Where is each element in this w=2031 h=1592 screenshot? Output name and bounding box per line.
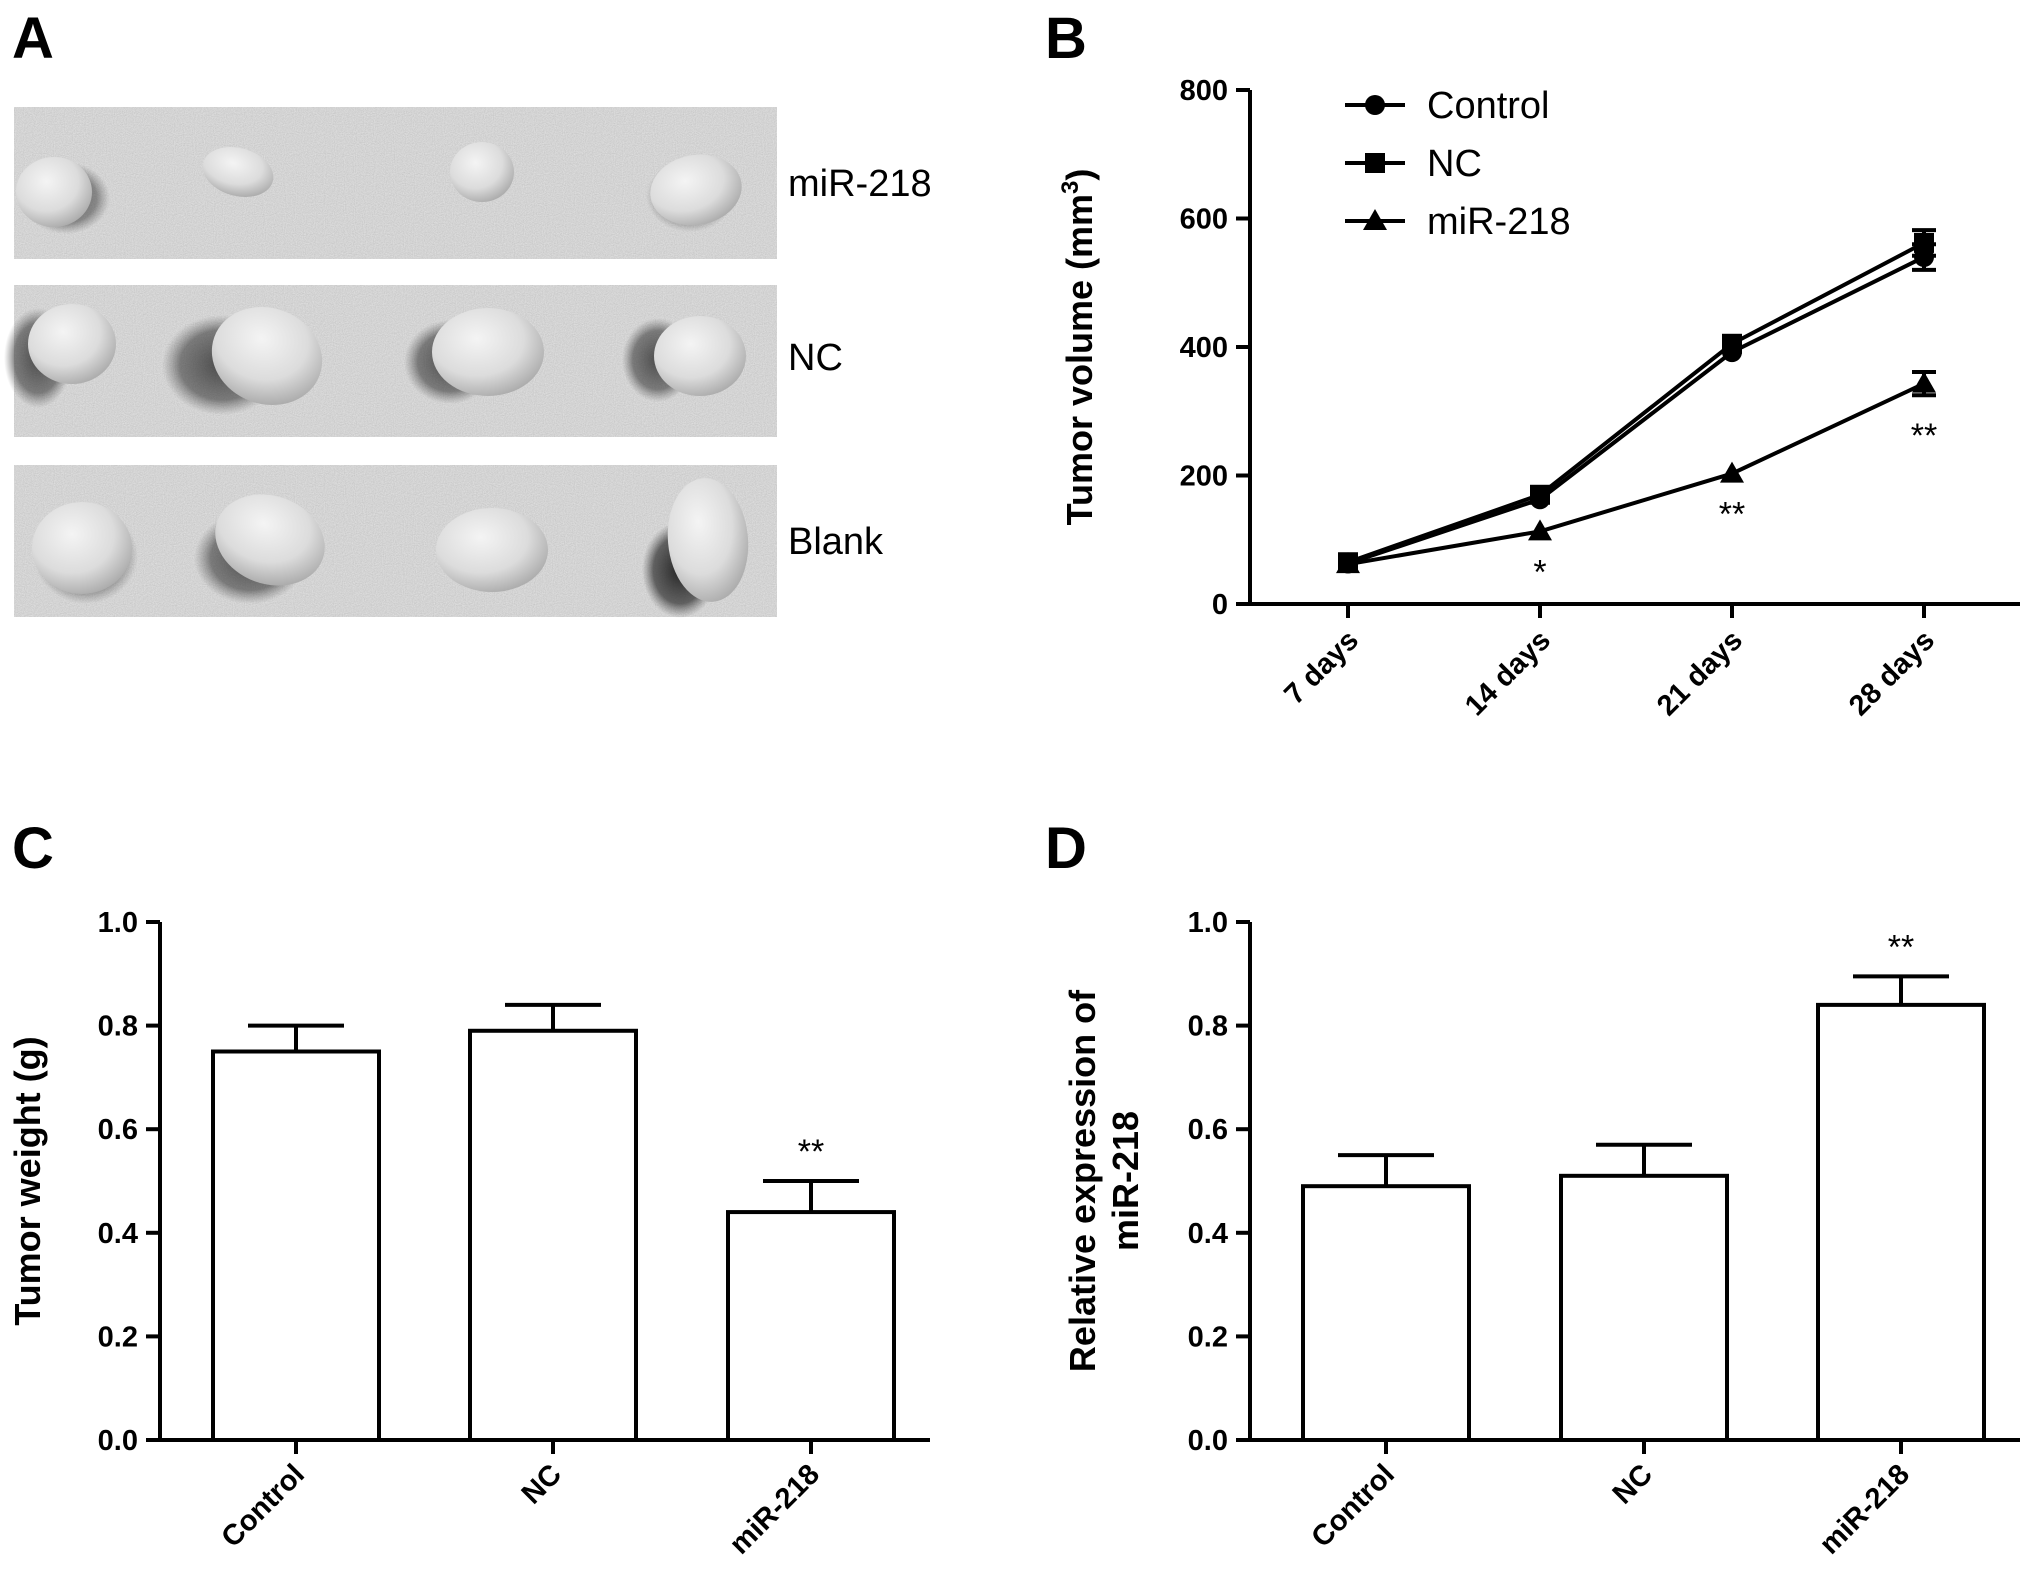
y-tick-label-b: 600 bbox=[1180, 204, 1228, 236]
y-tick-label-b: 200 bbox=[1180, 461, 1228, 493]
significance-marker-b: ** bbox=[1719, 496, 1745, 534]
panel-a-photos: miR-218 NC Blank bbox=[4, 107, 932, 618]
y-tick-label-chartD: 0.8 bbox=[1188, 1011, 1228, 1043]
y-tick-label-chartD: 0.4 bbox=[1188, 1218, 1228, 1250]
y-tick-label-chartC: 0.4 bbox=[98, 1218, 138, 1250]
y-axis-title-line1-chartD: Relative expression of bbox=[1062, 989, 1103, 1372]
bar-chartC-1 bbox=[468, 1028, 638, 1443]
significance-marker-chartC: ** bbox=[798, 1133, 824, 1171]
x-tick-label-chartC: miR-218 bbox=[724, 1458, 826, 1560]
panel-letter-a: A bbox=[12, 6, 54, 71]
y-tick-label-chartC: 1.0 bbox=[98, 907, 138, 939]
bar-chartD-0 bbox=[1301, 1184, 1471, 1443]
series-line-0 bbox=[1347, 255, 1925, 566]
panel-letter-d: D bbox=[1045, 816, 1087, 881]
y-tick-label-chartC: 0.0 bbox=[98, 1425, 138, 1457]
legend-label-0: Control bbox=[1427, 85, 1550, 127]
x-tick-label-chartC: NC bbox=[516, 1458, 568, 1510]
y-axis-title-line2-chartD: miR-218 bbox=[1105, 1111, 1146, 1251]
series-line-2 bbox=[1347, 381, 1925, 567]
bar-chartD-1 bbox=[1559, 1173, 1729, 1442]
bar-chartC-0 bbox=[211, 1049, 381, 1442]
data-point-1 bbox=[1530, 484, 1550, 505]
significance-marker-chartD: ** bbox=[1888, 928, 1914, 966]
bar-chartC-2 bbox=[726, 1210, 896, 1442]
y-tick-label-chartD: 0.2 bbox=[1188, 1321, 1228, 1353]
x-tick-label-b: 7 days bbox=[1278, 624, 1364, 710]
legend-marker-0 bbox=[1365, 95, 1385, 115]
data-point-2 bbox=[1720, 461, 1744, 483]
x-tick-label-chartD: miR-218 bbox=[1814, 1458, 1916, 1560]
y-tick-label-b: 400 bbox=[1180, 332, 1228, 364]
y-tick-label-chartD: 0.0 bbox=[1188, 1425, 1228, 1457]
photo-strip-nc bbox=[4, 285, 777, 437]
y-tick-label-b: 0 bbox=[1212, 589, 1228, 621]
data-point-2 bbox=[1912, 371, 1936, 393]
x-tick-label-chartD: Control bbox=[1305, 1458, 1401, 1554]
y-tick-label-chartD: 1.0 bbox=[1188, 907, 1228, 939]
x-tick-label-b: 14 days bbox=[1459, 624, 1557, 722]
series-line-1 bbox=[1347, 241, 1925, 565]
tumor-weight-bar-chart: 0.0 0.2 0.4 0.6 0.8 1.0 Control NC miR-218 ** Tumo… bbox=[7, 907, 930, 1561]
tumor-volume-line-chart: 0 200 400 600 800 7 days 14 days 21 days 28 days… bbox=[1057, 75, 2020, 722]
data-point-1 bbox=[1722, 333, 1742, 354]
x-tick-label-b: 28 days bbox=[1843, 624, 1941, 722]
legend-label-2: miR-218 bbox=[1427, 201, 1571, 243]
data-point-1 bbox=[1914, 232, 1934, 253]
data-point-2 bbox=[1528, 519, 1552, 541]
y-tick-label-chartC: 0.6 bbox=[98, 1114, 138, 1146]
significance-marker-b: ** bbox=[1911, 417, 1937, 455]
legend-label-1: NC bbox=[1427, 143, 1482, 185]
panel-letter-c: C bbox=[12, 816, 54, 881]
panel-letter-b: B bbox=[1045, 6, 1087, 71]
significance-marker-b: * bbox=[1533, 553, 1546, 591]
y-tick-label-b: 800 bbox=[1180, 75, 1228, 107]
data-point-2 bbox=[1336, 552, 1360, 574]
photo-label-blank: Blank bbox=[788, 521, 884, 563]
y-tick-label-chartC: 0.2 bbox=[98, 1321, 138, 1353]
mir218-expression-bar-chart: 0.0 0.2 0.4 0.6 0.8 1.0 Control NC miR-218 ** Rela… bbox=[1062, 907, 2020, 1561]
photo-label-nc: NC bbox=[788, 337, 843, 379]
photo-strip-mir218 bbox=[14, 107, 777, 259]
photo-label-mir218: miR-218 bbox=[788, 163, 932, 205]
y-axis-title-b: Tumor volume (mm3) bbox=[1057, 169, 1100, 526]
photo-strip-blank bbox=[14, 465, 777, 618]
legend-marker-2 bbox=[1363, 209, 1387, 230]
y-tick-label-chartC: 0.8 bbox=[98, 1011, 138, 1043]
x-tick-label-b: 21 days bbox=[1651, 624, 1749, 722]
y-tick-label-chartD: 0.6 bbox=[1188, 1114, 1228, 1146]
x-tick-label-chartD: NC bbox=[1607, 1458, 1659, 1510]
bar-chartD-2 bbox=[1816, 1002, 1986, 1442]
legend-marker-1 bbox=[1365, 153, 1385, 173]
y-axis-title-chartC: Tumor weight (g) bbox=[7, 1036, 48, 1325]
x-tick-label-chartC: Control bbox=[215, 1458, 311, 1554]
